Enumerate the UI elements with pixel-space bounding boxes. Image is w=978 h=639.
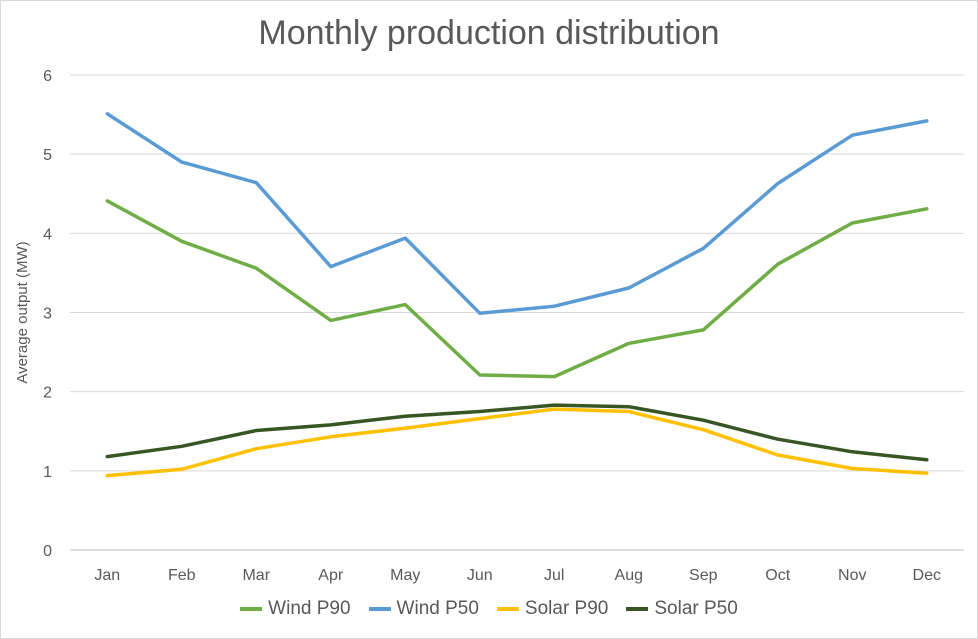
legend-item-wind-p50: Wind P50	[368, 598, 479, 620]
y-tick-label: 0	[43, 543, 52, 560]
y-tick-label: 1	[43, 464, 52, 481]
y-tick-label: 2	[43, 385, 52, 402]
legend-item-solar-p50: Solar P50	[626, 598, 738, 620]
x-tick-label: May	[390, 567, 420, 584]
legend-swatch	[626, 607, 649, 611]
x-tick-label: Nov	[838, 567, 866, 584]
y-tick-label: 5	[43, 147, 52, 164]
y-tick-label: 6	[43, 68, 52, 85]
y-tick-label: 4	[43, 226, 52, 243]
legend-swatch	[368, 607, 391, 611]
legend-swatch	[240, 607, 263, 611]
legend-item-solar-p90: Solar P90	[496, 598, 609, 620]
legend-label: Solar P90	[524, 598, 609, 619]
series-line-wind-p90	[105, 199, 929, 379]
legend-item-wind-p90: Wind P90	[240, 598, 351, 620]
x-tick-label: Jan	[94, 567, 120, 584]
legend-label: Wind P90	[268, 598, 351, 619]
y-tick-label: 3	[43, 306, 52, 323]
x-tick-label: Mar	[242, 567, 270, 584]
x-tick-label: Feb	[168, 567, 196, 584]
x-tick-label: Jul	[544, 567, 564, 584]
series-line-solar-p90	[105, 407, 929, 478]
chart-legend: Wind P90 Wind P50 Solar P90 Solar P50	[0, 598, 978, 620]
x-tick-label: Oct	[765, 567, 790, 584]
chart-title: Monthly production distribution	[258, 14, 720, 52]
series-line-wind-p50	[105, 112, 929, 316]
legend-swatch	[496, 607, 519, 611]
x-tick-label: Sep	[689, 567, 718, 584]
x-tick-label: Apr	[318, 567, 344, 584]
x-tick-label: Jun	[467, 567, 493, 584]
legend-label: Solar P50	[654, 598, 738, 619]
x-tick-label: Aug	[615, 567, 643, 584]
x-tick-label: Dec	[913, 567, 941, 584]
y-axis-label: Average output (MW)	[14, 241, 31, 383]
series-line-solar-p50	[105, 403, 929, 462]
legend-label: Wind P50	[396, 598, 479, 619]
